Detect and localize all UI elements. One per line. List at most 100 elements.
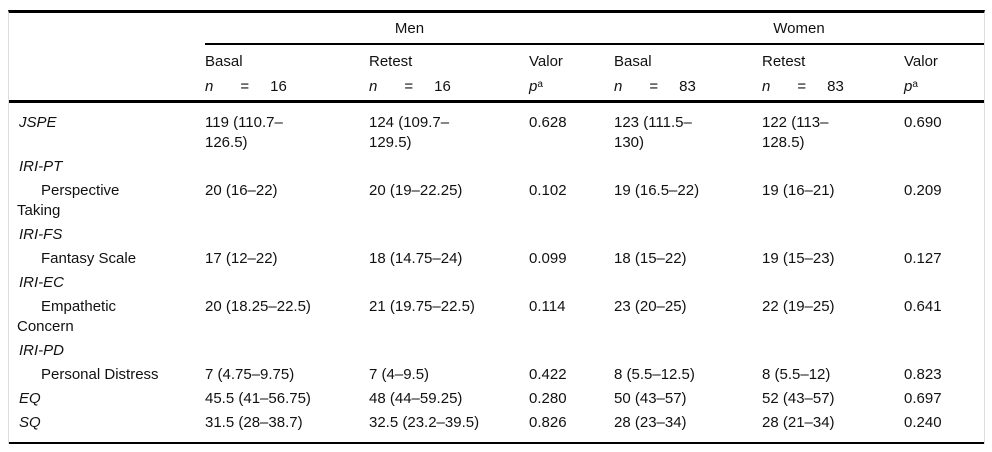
cell-value: 28 (23–34) bbox=[614, 414, 687, 431]
p-value: 0.823 bbox=[904, 366, 942, 383]
p-value bbox=[529, 341, 614, 361]
row-label: Fantasy Scale bbox=[41, 250, 137, 267]
group-header-spacer bbox=[9, 13, 205, 45]
p-value bbox=[529, 225, 614, 245]
group-label-men: Men bbox=[394, 19, 425, 37]
column-header-spacer bbox=[9, 45, 205, 75]
cell-value bbox=[614, 341, 762, 361]
p-value: 0.280 bbox=[529, 390, 567, 407]
cell-value: 119 (110.7– 126.5) bbox=[205, 114, 283, 151]
cell-value bbox=[614, 273, 762, 293]
cell-value: 23 (20–25) bbox=[614, 298, 687, 315]
p-value: 0.697 bbox=[904, 390, 942, 407]
equals-sign: = bbox=[797, 78, 807, 95]
row-label: EQ bbox=[19, 390, 41, 407]
row-label: SQ bbox=[19, 414, 41, 431]
cell-value: 18 (15–22) bbox=[614, 250, 687, 267]
cell-value bbox=[205, 273, 369, 293]
column-header-retest-men: Retest bbox=[369, 53, 413, 70]
column-header-rows: Basal Retest Valor Basal Retest Valor n =… bbox=[9, 45, 984, 103]
row-label: Perspective Taking bbox=[17, 182, 120, 219]
column-header-basal-men: Basal bbox=[205, 53, 243, 70]
p-symbol: p bbox=[904, 78, 913, 95]
cell-value bbox=[205, 157, 369, 177]
cell-value bbox=[614, 225, 762, 245]
cell-value: 18 (14.75–24) bbox=[369, 250, 463, 267]
cell-value bbox=[369, 225, 529, 245]
column-header-valor-men: Valor bbox=[529, 53, 563, 70]
cell-value: 7 (4.75–9.75) bbox=[205, 366, 295, 383]
footnote-marker-a: a bbox=[537, 79, 543, 90]
cell-value bbox=[205, 341, 369, 361]
row-label: IRI-FS bbox=[19, 226, 63, 243]
cell-value: 8 (5.5–12) bbox=[762, 366, 831, 383]
cell-value bbox=[762, 273, 904, 293]
p-value: 0.114 bbox=[529, 298, 566, 315]
p-symbol: p bbox=[529, 78, 538, 95]
cell-value: 21 (19.75–22.5) bbox=[369, 298, 475, 315]
n-symbol: n bbox=[205, 78, 214, 95]
p-value bbox=[904, 225, 984, 245]
cell-value: 31.5 (28–38.7) bbox=[205, 414, 303, 431]
p-value bbox=[529, 273, 614, 293]
n-symbol: n bbox=[762, 78, 771, 95]
p-value: 0.127 bbox=[904, 250, 942, 267]
row-label: IRI-PT bbox=[19, 158, 63, 175]
p-value-header-women: pa bbox=[904, 75, 984, 100]
p-value: 0.422 bbox=[529, 366, 567, 383]
cell-value bbox=[762, 225, 904, 245]
cell-value: 19 (16–21) bbox=[762, 182, 835, 199]
cell-value bbox=[205, 225, 369, 245]
row-label: JSPE bbox=[19, 114, 57, 131]
p-value: 0.690 bbox=[904, 114, 942, 131]
row-label: IRI-EC bbox=[19, 274, 64, 291]
cell-value: 22 (19–25) bbox=[762, 298, 835, 315]
equals-sign: = bbox=[404, 78, 414, 95]
stat-header-spacer bbox=[9, 75, 205, 100]
p-value: 0.641 bbox=[904, 298, 942, 315]
group-header-women: Women bbox=[614, 13, 984, 45]
cell-value: 7 (4–9.5) bbox=[369, 366, 430, 383]
cell-value: 20 (18.25–22.5) bbox=[205, 298, 311, 315]
n-value: 16 bbox=[434, 78, 451, 95]
row-label: IRI-PD bbox=[19, 342, 64, 359]
cell-value: 17 (12–22) bbox=[205, 250, 278, 267]
cell-value: 52 (43–57) bbox=[762, 390, 835, 407]
cell-value bbox=[369, 341, 529, 361]
n-value: 83 bbox=[679, 78, 696, 95]
cell-value: 50 (43–57) bbox=[614, 390, 687, 407]
row-label: Personal Distress bbox=[41, 366, 159, 383]
cell-value bbox=[762, 341, 904, 361]
p-value: 0.826 bbox=[529, 414, 567, 431]
p-value: 0.102 bbox=[529, 182, 567, 199]
row-label: Empathetic Concern bbox=[17, 298, 117, 335]
n-value: 83 bbox=[827, 78, 844, 95]
footnote-marker-a: a bbox=[912, 79, 918, 90]
cell-value bbox=[369, 157, 529, 177]
p-value-header-men: pa bbox=[529, 75, 614, 100]
column-header-valor-women: Valor bbox=[904, 53, 938, 70]
sample-size-retest-women: n = 83 bbox=[762, 75, 904, 100]
cell-value: 20 (19–22.25) bbox=[369, 182, 463, 199]
p-value: 0.099 bbox=[529, 250, 567, 267]
p-value: 0.628 bbox=[529, 114, 567, 131]
cell-value: 122 (113– 128.5) bbox=[762, 114, 829, 151]
cell-value: 45.5 (41–56.75) bbox=[205, 390, 311, 407]
sample-size-basal-women: n = 83 bbox=[614, 75, 762, 100]
cell-value: 8 (5.5–12.5) bbox=[614, 366, 695, 383]
p-value bbox=[904, 157, 984, 177]
table-body: JSPE 119 (110.7– 126.5) 124 (109.7– 129.… bbox=[9, 103, 984, 444]
column-header-retest-women: Retest bbox=[762, 53, 806, 70]
p-value: 0.209 bbox=[904, 182, 942, 199]
empathy-scores-table: Men Women Basal Retest Valor Basal Retes… bbox=[8, 10, 985, 444]
n-symbol: n bbox=[614, 78, 623, 95]
cell-value bbox=[369, 273, 529, 293]
sample-size-retest-men: n = 16 bbox=[369, 75, 529, 100]
p-value bbox=[529, 157, 614, 177]
cell-value: 19 (15–23) bbox=[762, 250, 835, 267]
cell-value bbox=[614, 157, 762, 177]
column-header-basal-women: Basal bbox=[614, 53, 652, 70]
cell-value: 123 (111.5– 130) bbox=[614, 114, 692, 151]
equals-sign: = bbox=[240, 78, 250, 95]
p-value bbox=[904, 341, 984, 361]
